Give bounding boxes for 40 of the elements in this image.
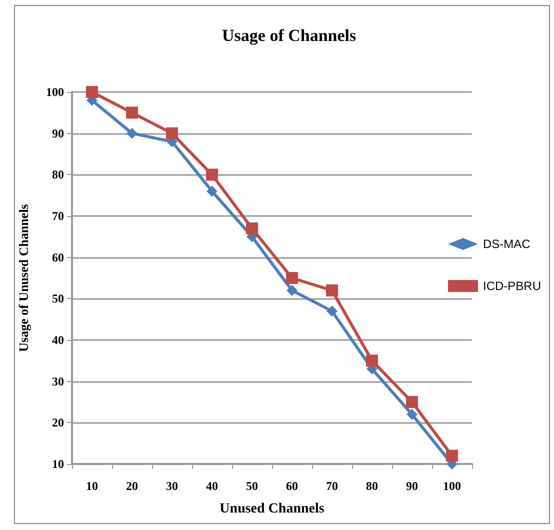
point: [406, 396, 418, 408]
point: [366, 354, 378, 367]
point: [446, 450, 458, 462]
y-tick-label: 70: [52, 209, 64, 223]
point: [326, 284, 338, 296]
point: [246, 222, 258, 234]
y-tick-label: 30: [52, 374, 64, 388]
x-axis-title: Unused Channels: [220, 502, 325, 516]
x-tick-label: 50: [246, 479, 258, 493]
y-tick-label: 60: [52, 250, 64, 264]
x-tick-label: 60: [286, 479, 298, 493]
x-tick-label: 10: [86, 479, 98, 493]
x-tick-label: 90: [406, 479, 418, 493]
point: [406, 408, 418, 420]
x-tick-label: 80: [366, 479, 378, 493]
point: [206, 168, 218, 181]
chart-title: Usage of Channels: [222, 26, 357, 45]
point: [326, 306, 338, 317]
y-tick-label: 10: [52, 457, 64, 471]
point: [286, 284, 298, 296]
x-tick-label: 40: [206, 479, 218, 493]
point: [86, 86, 98, 98]
point: [166, 127, 178, 140]
y-tick-label: 80: [52, 168, 64, 182]
y-tick-label: 50: [52, 292, 64, 306]
point: [286, 272, 298, 284]
legend-label: ICD-PBRU: [483, 279, 542, 293]
point: [206, 186, 218, 197]
x-tick-label: 100: [443, 479, 461, 493]
x-tick-label: 30: [166, 479, 178, 493]
legend-label: DS-MAC: [483, 237, 531, 251]
x-tick-label: 70: [326, 479, 338, 493]
y-tick-label: 100: [46, 85, 64, 99]
y-tick-label: 90: [52, 126, 64, 140]
x-tick-label: 20: [126, 479, 138, 493]
y-axis-title: Usage of Unused Channels: [16, 204, 31, 352]
y-tick-label: 20: [52, 416, 64, 430]
y-tick-label: 40: [52, 333, 64, 347]
point: [126, 128, 138, 139]
point: [126, 106, 138, 119]
